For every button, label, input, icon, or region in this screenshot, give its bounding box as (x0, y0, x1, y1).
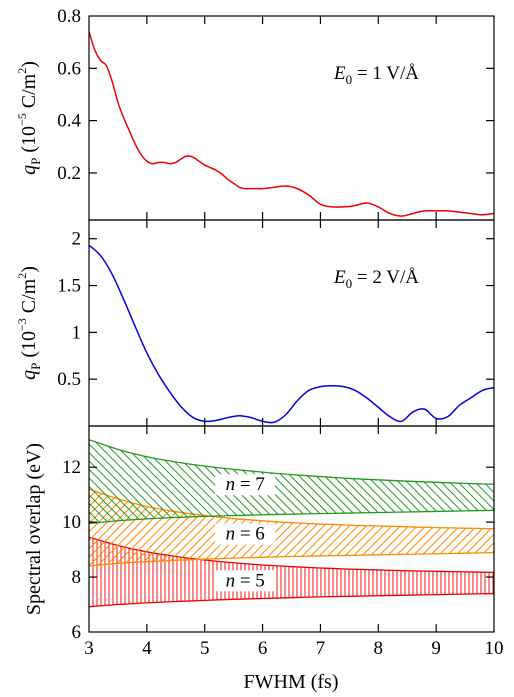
panel-bottom-ytick-labels: 6 8 10 12 (62, 457, 81, 643)
x-tick-label: 6 (258, 638, 268, 659)
y-tick-label: 0.6 (57, 58, 81, 79)
panel-top-annotation: E0 = 1 V/Å (333, 63, 419, 87)
y-tick-label: 10 (62, 512, 81, 533)
band-label-bg (215, 523, 276, 545)
y-tick-label: 2 (72, 229, 82, 250)
panel-bottom-frame (88, 425, 495, 633)
panel-top-ticks (89, 16, 494, 220)
panel-bottom-data-layer (89, 439, 494, 608)
x-tick-label: 9 (431, 638, 441, 659)
panel-top-ytick-labels: 0.2 0.4 0.6 0.8 (57, 6, 81, 184)
x-tick-label: 7 (316, 638, 326, 659)
panel-top-ylabel: qP (10−5 C/m2) (15, 61, 43, 175)
y-tick-label: 0.4 (57, 111, 81, 132)
y-tick-label: 0.2 (57, 163, 81, 184)
panel-middle: 0.5 1 1.5 2 qP (10−3 C/m2) E0 = 2 V/Å (15, 219, 495, 427)
panel-middle-ticks (89, 220, 494, 426)
y-tick-label: 0.5 (57, 369, 81, 390)
y-tick-label: 8 (72, 567, 82, 588)
band-fill (89, 489, 494, 567)
panel-bottom-ylabel: Spectral overlap (eV) (23, 443, 45, 615)
panel-bottom-xtick-labels: 3 4 5 6 7 8 9 10 (84, 638, 503, 659)
panel-top: 0.2 0.4 0.6 0.8 qP (10−5 C/m2) E0 = 1 V/Å (15, 6, 495, 221)
band-label-bg (215, 570, 276, 592)
x-tick-label: 5 (200, 638, 210, 659)
panel-middle-ytick-labels: 0.5 1 1.5 2 (57, 229, 81, 390)
band-label: n = 5 (226, 570, 265, 591)
panel-top-frame (88, 15, 495, 221)
series-line (89, 31, 494, 217)
panel-bottom-ticks (89, 426, 494, 632)
x-tick-label: 4 (142, 638, 152, 659)
band-lower-edge (89, 551, 494, 567)
x-axis-label: FWHM (fs) (244, 671, 339, 693)
panel-middle-frame (88, 219, 495, 427)
panel-bottom: n = 5 n = 6 n = 7 6 8 10 12 3 4 5 6 7 8 9 10 Spectra… (23, 425, 504, 693)
band-fill (89, 439, 494, 524)
panel-middle-data-layer (89, 244, 494, 424)
band-lower-edge (89, 509, 494, 525)
band-label: n = 6 (226, 524, 265, 545)
panel-middle-ylabel: qP (10−3 C/m2) (15, 266, 43, 380)
panel-bottom-band-labels: n = 5 n = 6 n = 7 (215, 474, 276, 592)
band-label-bg (215, 474, 276, 496)
x-tick-label: 10 (485, 638, 504, 659)
series-line (89, 244, 494, 424)
band-lower-edge (89, 592, 494, 608)
y-tick-label: 0.8 (57, 6, 81, 27)
x-tick-label: 3 (84, 638, 94, 659)
y-tick-label: 1 (72, 322, 82, 343)
panel-middle-annotation: E0 = 2 V/Å (333, 267, 419, 291)
band-label: n = 7 (226, 474, 265, 495)
y-tick-label: 1.5 (57, 276, 81, 297)
band-upper-edge (89, 439, 494, 485)
band-fill (89, 537, 494, 607)
y-tick-label: 12 (62, 457, 81, 478)
panel-top-data-layer (89, 31, 494, 217)
x-tick-label: 8 (374, 638, 384, 659)
y-tick-label: 6 (72, 622, 82, 643)
